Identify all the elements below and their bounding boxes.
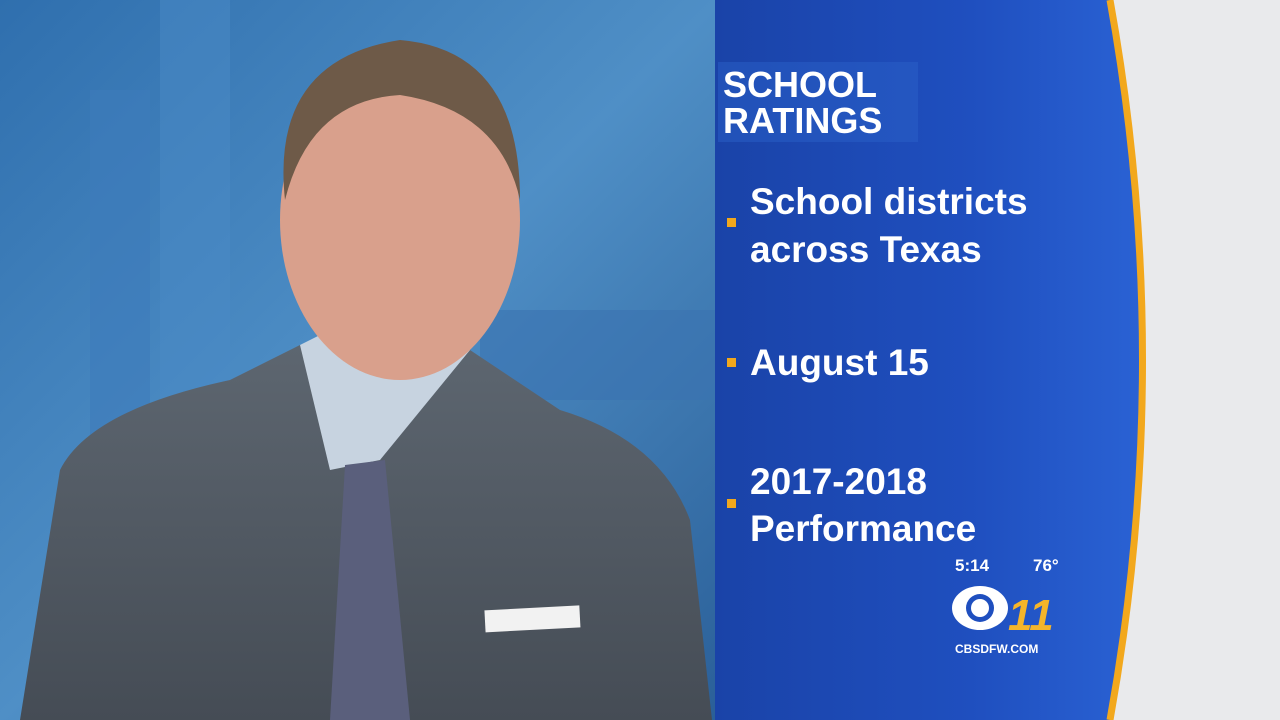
bug-channel: 11 [1008,591,1054,640]
bug-temperature: 76° [1033,556,1059,575]
title-line: SCHOOL [723,64,877,105]
bullet-text: School districts [750,181,1028,222]
bug-website: CBSDFW.COM [955,642,1038,656]
anchor-face [280,60,520,380]
side-panel [1110,0,1280,720]
bullet-marker [727,499,736,508]
pocket-square [484,605,581,633]
anchor-hair [283,40,520,200]
title-line: RATINGS [723,100,882,141]
bullet-marker [727,218,736,227]
graphic-panel [715,0,1143,720]
title-backing [718,62,918,142]
bullet-text: August 15 [750,342,929,383]
accent-curve [1106,0,1146,720]
bug-time: 5:14 [955,556,990,575]
bullet-text: Performance [750,508,976,549]
cbs-eye [952,586,1008,630]
bullet-text: 2017-2018 [750,461,927,502]
anchor-tie [330,460,410,720]
bullet-text: across Texas [750,229,982,270]
bullet-marker [727,358,736,367]
